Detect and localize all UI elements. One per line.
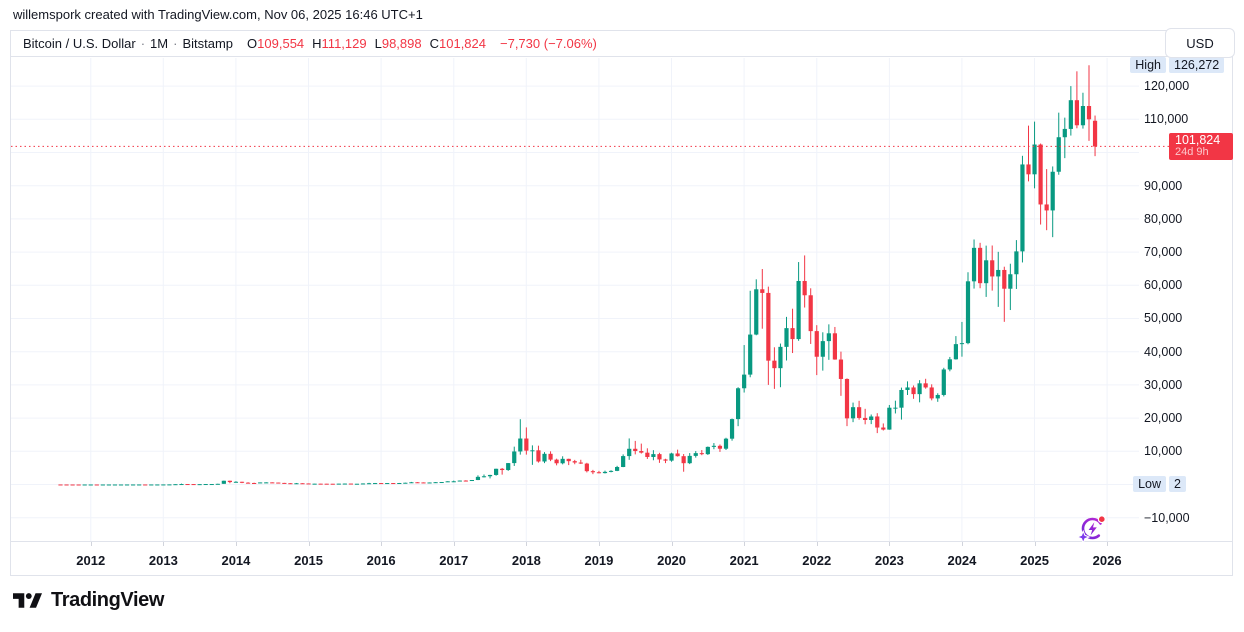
year-tick [816,542,818,546]
year-label: 2020 [657,553,687,568]
ohlc-label: L [374,36,382,51]
year-label: 2012 [76,553,106,568]
ohlc-label: O [247,36,258,51]
ohlc-field-l: L98,898 [375,36,422,51]
year-tick [744,542,746,546]
change-value: −7,730 (−7.06%) [500,36,597,51]
year-tick [889,542,891,546]
chart-widget: Bitcoin / U.S. Dollar · 1M · Bitstamp O1… [10,28,1235,576]
currency-button[interactable]: USD [1165,28,1235,58]
year-label: 2015 [294,553,324,568]
year-label: 2019 [584,553,614,568]
tradingview-logo[interactable]: TradingView [13,589,164,612]
price-tick-label: −10,000 [1144,510,1190,525]
year-tick [235,542,237,546]
year-label: 2018 [511,553,541,568]
low-badge-value: 2 [1169,476,1186,493]
year-tick [163,542,165,546]
ohlc-values: O109,554 H111,129 L98,898 C101,824 [247,36,494,51]
high-badge-value: 126,272 [1169,57,1225,74]
year-tick [1034,542,1036,546]
exchange-label: Bitstamp [182,36,234,51]
year-label: 2014 [221,553,251,568]
price-tick-label: 40,000 [1144,344,1183,359]
year-label: 2021 [729,553,759,568]
year-label: 2025 [1020,553,1050,568]
ohlc-label: H [312,36,322,51]
year-tick [671,542,673,546]
year-tick [90,542,92,546]
ohlc-field-h: H111,129 [312,36,366,51]
year-label: 2016 [366,553,396,568]
last-price-value: 101,824 [1175,133,1221,148]
year-label: 2026 [1092,553,1122,568]
year-tick [453,542,455,546]
year-label: 2022 [802,553,832,568]
year-tick [526,542,528,546]
low-badge-label: Low [1133,476,1166,493]
last-price-badge: 101,824 24d 9h [1169,133,1233,161]
ohlc-field-o: O109,554 [247,36,304,51]
price-tick-label: 120,000 [1144,79,1190,94]
year-tick [1107,542,1109,546]
ohlc-field-c: C101,824 [430,36,486,51]
price-tick-label: 20,000 [1144,411,1183,426]
tradingview-mark-icon [13,593,42,608]
attribution-text: willemspork created with TradingView.com… [13,7,423,22]
year-tick [308,542,310,546]
time-axis[interactable]: 2012 2013 2014 2015 2016 2017 2018 2019 2020 2021… [11,541,1232,575]
ai-spark-icon [1075,515,1106,545]
candlestick-svg [11,58,1169,541]
price-tick-label: 90,000 [1144,178,1183,193]
separator-dot: · [140,36,146,51]
price-tick-label: 30,000 [1144,377,1183,392]
tradingview-logo-text: TradingView [51,589,165,611]
interval-label: 1M [150,36,169,51]
price-tick-label: 80,000 [1144,211,1183,226]
ohlc-value: 109,554 [257,36,305,51]
separator-dot: · [173,36,178,51]
high-badge-label: High [1130,57,1166,74]
candlestick-plot[interactable] [11,58,1232,541]
ohlc-value: 98,898 [381,36,422,51]
year-label: 2013 [148,553,178,568]
ohlc-value: 111,129 [321,36,367,51]
year-tick [961,542,963,546]
bar-countdown-timer: 24d 9h [1175,146,1209,159]
ai-technicals-icon[interactable] [1075,511,1110,545]
price-tick-label: 60,000 [1144,278,1183,293]
price-tick-label: 70,000 [1144,245,1183,260]
year-tick [598,542,600,546]
chart-legend[interactable]: Bitcoin / U.S. Dollar · 1M · Bitstamp O1… [11,31,1232,57]
price-tick-label: 50,000 [1144,311,1183,326]
year-tick [381,542,383,546]
price-tick-label: 10,000 [1144,444,1183,459]
ohlc-value: 101,824 [439,36,486,51]
year-label: 2024 [947,553,977,568]
symbol-title: Bitcoin / U.S. Dollar [23,36,136,51]
year-label: 2023 [874,553,904,568]
year-label: 2017 [439,553,469,568]
price-tick-label: 110,000 [1144,112,1189,127]
ohlc-label: C [429,36,439,51]
